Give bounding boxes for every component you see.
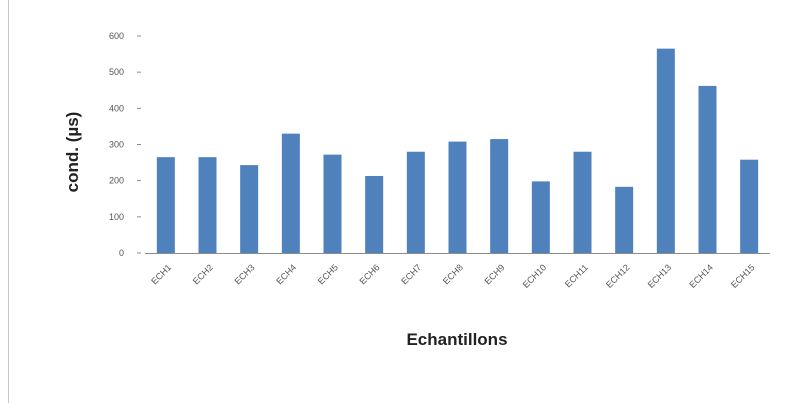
bar-ech10 <box>531 181 550 253</box>
bars-group <box>156 48 759 254</box>
x-tick-label-ech15: ECH15 <box>729 262 757 290</box>
y-tick-label-0: 0 <box>119 248 124 258</box>
x-tick-label-ech1: ECH1 <box>149 262 173 286</box>
x-tick-label-ech10: ECH10 <box>521 262 549 290</box>
y-axis-title: cond. (µs) <box>63 112 82 193</box>
x-tick-label-ech3: ECH3 <box>233 262 257 286</box>
bar-ech3 <box>240 165 259 253</box>
bar-ech12 <box>615 186 634 253</box>
left-border-line <box>8 0 9 403</box>
bar-ech4 <box>281 133 300 253</box>
x-tick-label-ech4: ECH4 <box>274 262 298 286</box>
bar-ech8 <box>448 141 467 253</box>
bar-ech2 <box>198 157 217 253</box>
x-tick-label-ech14: ECH14 <box>687 262 715 290</box>
y-tick-label-4: 400 <box>109 103 124 113</box>
x-tick-label-ech5: ECH5 <box>316 262 340 286</box>
y-tick-label-3: 300 <box>109 140 124 150</box>
bar-ech14 <box>698 85 717 253</box>
bar-ech11 <box>573 151 592 253</box>
x-tick-label-ech12: ECH12 <box>604 262 632 290</box>
bar-ech7 <box>406 151 425 253</box>
bar-ech15 <box>740 159 759 253</box>
x-tick-label-ech8: ECH8 <box>441 262 465 286</box>
bar-ech1 <box>156 157 175 253</box>
x-tick-label-ech7: ECH7 <box>399 262 423 286</box>
bar-ech5 <box>323 154 342 253</box>
y-tick-label-6: 600 <box>109 31 124 41</box>
y-axis-ticks: 0 100 200 300 400 500 600 <box>109 31 141 258</box>
x-tick-label-ech13: ECH13 <box>646 262 674 290</box>
x-axis-labels: ECH1 ECH2 ECH3 ECH4 ECH5 ECH6 ECH7 ECH8 ECH9 ECH1… <box>149 262 756 290</box>
y-tick-label-1: 100 <box>109 212 124 222</box>
x-axis-title: Echantillons <box>406 330 507 349</box>
bar-ech9 <box>490 139 509 253</box>
y-tick-label-2: 200 <box>109 176 124 186</box>
bar-ech6 <box>365 175 384 253</box>
y-tick-label-5: 500 <box>109 67 124 77</box>
x-tick-label-ech9: ECH9 <box>483 262 507 286</box>
bar-ech13 <box>656 48 675 254</box>
x-tick-label-ech6: ECH6 <box>358 262 382 286</box>
x-tick-label-ech11: ECH11 <box>563 262 590 289</box>
x-tick-label-ech2: ECH2 <box>191 262 215 286</box>
